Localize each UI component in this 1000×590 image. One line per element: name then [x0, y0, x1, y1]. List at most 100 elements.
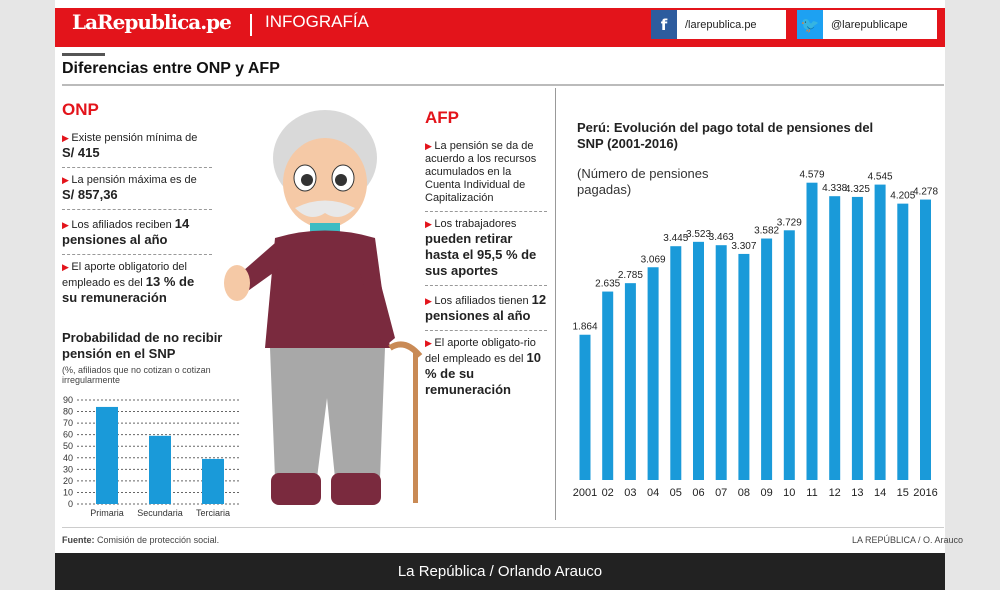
bar — [783, 230, 795, 480]
x-tick-label: Primaria — [90, 508, 124, 518]
item-text: La pensión máxima es de — [71, 174, 197, 186]
afp-list: ▶ La pensión se da de acuerdo a los recu… — [425, 140, 547, 410]
onp-list: ▶ Existe pensión mínima de S/ 415 ▶ La pe… — [62, 132, 212, 318]
bar — [602, 291, 614, 480]
x-tick-label: 10 — [783, 487, 795, 499]
credit: LA REPÚBLICA / O. Arauco — [852, 535, 964, 545]
main-chart-title: Perú: Evolución del pago total de pensio… — [577, 120, 874, 151]
data-label: 3.307 — [731, 241, 756, 252]
y-tick-label: 10 — [63, 487, 73, 497]
x-tick-label: 15 — [897, 487, 909, 499]
data-label: 4.579 — [799, 170, 824, 181]
divider — [250, 14, 252, 36]
list-item: ▶ El aporte obligato-rio del empleado es… — [425, 337, 547, 404]
arrow-icon: ▶ — [425, 141, 435, 151]
arrow-icon: ▶ — [425, 219, 435, 229]
data-label: 3.463 — [709, 232, 734, 243]
data-label: 3.582 — [754, 226, 779, 237]
x-tick-label: 04 — [647, 487, 659, 499]
item-text: El aporte obligatorio del empleado es de… — [62, 261, 187, 289]
divider — [62, 84, 944, 86]
source-note: Fuente: Comisión de protección social. — [62, 535, 220, 545]
data-label: 4.278 — [913, 187, 938, 198]
main-chart-subtitle: (Número de pensiones pagadas) — [577, 166, 709, 197]
list-item: ▶ La pensión máxima es de S/ 857,36 — [62, 174, 212, 210]
header-bar — [55, 8, 945, 47]
data-label: 2.635 — [595, 279, 620, 290]
item-highlight: S/ 415 — [62, 145, 100, 160]
bar — [920, 199, 931, 480]
item-text: Existe pensión mínima de — [71, 132, 198, 144]
item-highlight: 12 pensiones al año — [425, 292, 547, 323]
bar — [806, 182, 818, 481]
page-title: Diferencias entre ONP y AFP — [62, 60, 280, 77]
item-text: El aporte obligato-rio del empleado es d… — [425, 337, 536, 365]
x-tick-label: 02 — [602, 487, 614, 499]
x-tick-label: 05 — [670, 487, 682, 499]
elderly-man-illustration — [224, 110, 423, 505]
divider — [62, 527, 944, 528]
x-tick-label: 13 — [851, 487, 863, 499]
data-label: 4.205 — [890, 191, 915, 202]
x-tick-label: Terciaria — [196, 508, 230, 518]
data-label: 3.069 — [641, 254, 666, 265]
y-tick-label: 20 — [63, 476, 73, 486]
item-text: La pensión se da de acuerdo a los recurs… — [425, 140, 537, 204]
bar — [579, 334, 591, 480]
item-highlight: 13 % de su remuneración — [62, 274, 195, 305]
x-tick-label: 11 — [806, 487, 817, 499]
x-tick-label: 08 — [738, 487, 750, 499]
data-label: 2.785 — [618, 270, 643, 281]
y-tick-label: 30 — [63, 464, 73, 474]
onp-heading: ONP — [62, 100, 99, 119]
list-item: ▶ La pensión se da de acuerdo a los recu… — [425, 140, 547, 212]
data-label: 3.729 — [777, 217, 802, 228]
small-chart-subtitle: (%, afiliados que no cotizan o cotizan i… — [62, 365, 211, 385]
twitter-link[interactable]: 🐦 @larepublicape — [797, 10, 937, 39]
facebook-icon: f — [651, 10, 677, 39]
x-tick-label: 09 — [760, 487, 772, 499]
bar — [624, 283, 636, 480]
arrow-icon: ▶ — [62, 262, 72, 272]
item-highlight: 10 % de su remuneración — [425, 350, 541, 397]
arrow-icon: ▶ — [62, 220, 72, 230]
bar — [851, 196, 863, 481]
data-label: 3.445 — [663, 233, 688, 244]
bar — [715, 245, 727, 480]
pensions-bar-chart: 1.864 2001 2.635 02 2.785 03 3.069 04 3.445 05 3.5… — [572, 170, 938, 499]
x-tick-label: 03 — [624, 487, 636, 499]
y-tick-label: 40 — [63, 453, 73, 463]
facebook-link[interactable]: f /larepublica.pe — [651, 10, 786, 39]
data-label: 1.864 — [572, 322, 597, 333]
arrow-icon: ▶ — [425, 296, 435, 306]
bar — [897, 203, 909, 480]
x-tick-label: 2001 — [573, 487, 597, 499]
logo[interactable]: LaRepublica.pe — [72, 10, 232, 34]
bar — [96, 406, 118, 504]
small-chart-title: Probabilidad de no recibir pensión en el… — [62, 330, 223, 361]
item-highlight: pueden retirar hasta el 95,5 % de sus ap… — [425, 231, 537, 278]
afp-heading: AFP — [425, 108, 459, 127]
item-text: Los afiliados reciben — [71, 219, 172, 231]
y-tick-label: 0 — [68, 499, 73, 509]
x-tick-label: 06 — [692, 487, 704, 499]
divider — [555, 88, 556, 520]
arrow-icon: ▶ — [62, 133, 72, 143]
bar — [761, 238, 773, 480]
y-tick-label: 50 — [63, 441, 73, 451]
data-label: 3.523 — [686, 229, 711, 240]
bar — [874, 184, 886, 480]
item-highlight: 14 pensiones al año — [62, 216, 190, 247]
arrow-icon: ▶ — [425, 338, 435, 348]
bar — [149, 435, 171, 504]
bar — [829, 196, 841, 480]
y-tick-label: 90 — [63, 395, 73, 405]
list-item: ▶ Los afiliados reciben 14 pensiones al … — [62, 216, 212, 255]
bar — [693, 241, 704, 480]
bar — [670, 246, 682, 480]
footer-bar: La República / Orlando Arauco — [55, 553, 945, 590]
x-tick-label: Secundaria — [137, 508, 183, 518]
bar — [647, 267, 659, 480]
title-accent — [62, 53, 105, 56]
